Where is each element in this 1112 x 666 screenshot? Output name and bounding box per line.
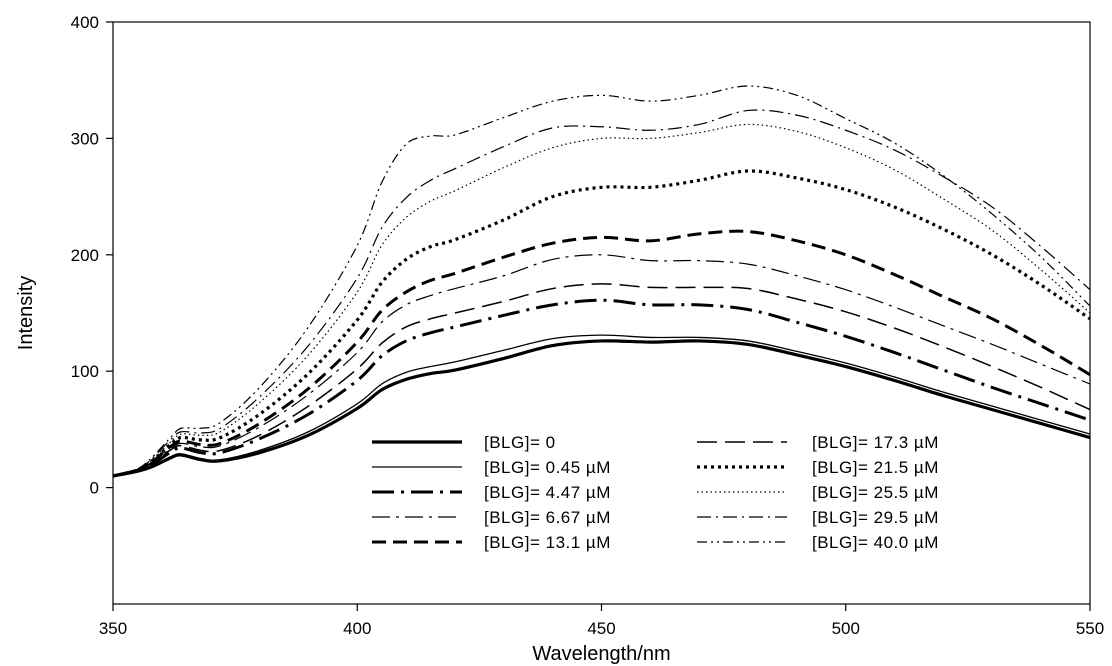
y-axis: 0 100 200 300 400 xyxy=(71,13,113,498)
series-line-3 xyxy=(112,298,1091,478)
x-tick-label: 400 xyxy=(343,619,371,638)
series-line-2 xyxy=(112,334,1091,477)
legend: [BLG]= 0 [BLG]= 0.45 µM [BLG]= 4.47 µM [BLG… xyxy=(372,433,939,552)
x-tick-label: 450 xyxy=(587,619,615,638)
legend-label: [BLG]= 40.0 µM xyxy=(812,533,939,552)
legend-label: [BLG]= 17.3 µM xyxy=(812,433,939,452)
legend-label: [BLG]= 0 xyxy=(484,433,556,452)
legend-label: [BLG]= 6.67 µM xyxy=(484,508,611,527)
legend-label: [BLG]= 29.5 µM xyxy=(812,508,939,527)
legend-label: [BLG]= 4.47 µM xyxy=(484,483,611,502)
series-line-10 xyxy=(112,85,1091,477)
y-tick-label: 200 xyxy=(71,246,99,265)
y-tick-label: 400 xyxy=(71,13,99,32)
series-line-5 xyxy=(112,229,1091,478)
legend-label: [BLG]= 13.1 µM xyxy=(484,533,611,552)
x-axis: 350 400 450 500 550 xyxy=(99,604,1104,638)
y-tick-label: 100 xyxy=(71,362,99,381)
legend-label: [BLG]= 0.45 µM xyxy=(484,458,611,477)
series-line-9 xyxy=(112,109,1091,477)
y-tick-label: 300 xyxy=(71,129,99,148)
x-axis-title: Wavelength/nm xyxy=(532,643,670,665)
legend-label: [BLG]= 25.5 µM xyxy=(812,483,939,502)
legend-label: [BLG]= 21.5 µM xyxy=(812,458,939,477)
y-tick-label: 0 xyxy=(90,479,99,498)
series-line-4 xyxy=(112,254,1091,477)
series-line-6 xyxy=(112,283,1091,477)
series-line-8 xyxy=(112,123,1091,477)
series-lines xyxy=(112,85,1091,478)
x-tick-label: 550 xyxy=(1076,619,1104,638)
series-line-1 xyxy=(112,339,1091,478)
series-line-7 xyxy=(112,169,1091,478)
x-tick-label: 500 xyxy=(832,619,860,638)
y-axis-title: Intensity xyxy=(15,276,37,350)
x-tick-label: 350 xyxy=(99,619,127,638)
